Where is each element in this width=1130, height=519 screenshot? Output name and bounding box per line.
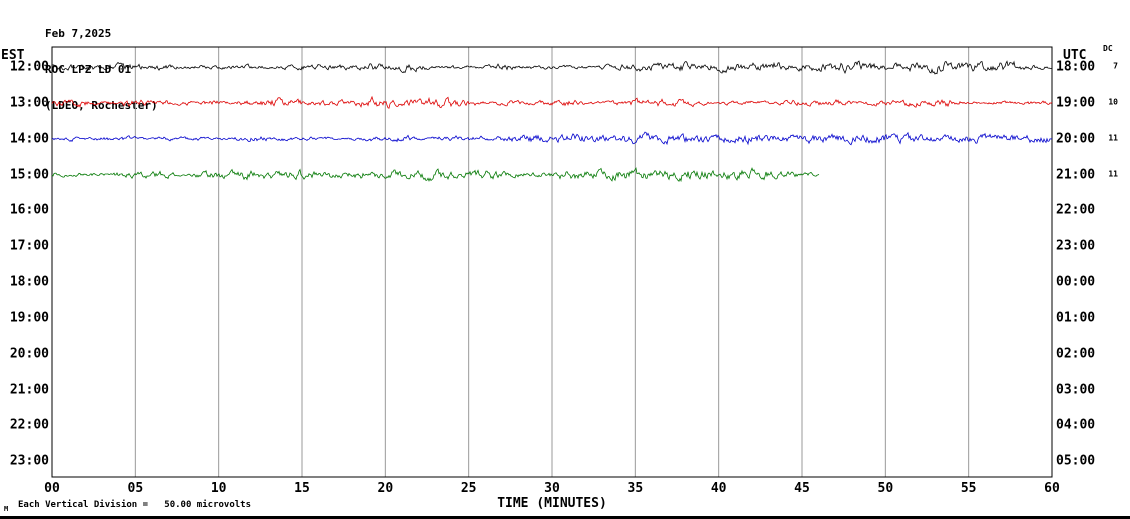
utc-time-label-2200: 22:00 [1056,202,1096,218]
header-block: Feb 7,2025 ROC LPZ LD 01 (LDEO, Rocheste… [45,4,158,136]
est-time-label-2000: 20:00 [9,346,49,362]
scale-mark: M [4,505,9,513]
x-tick-label-05: 05 [127,481,144,496]
est-time-label-1200: 12:00 [9,59,49,75]
utc-time-label-1900: 19:00 [1056,95,1096,111]
x-tick-label-00: 00 [44,481,60,496]
x-tick-label-20: 20 [377,481,394,496]
est-time-label-1300: 13:00 [9,95,49,111]
x-tick-label-10: 10 [210,481,227,496]
header-date: Feb 7,2025 [45,27,112,40]
x-tick-label-15: 15 [294,481,310,496]
dc-value-row-2: 11 [1108,133,1118,143]
est-time-label-1900: 19:00 [9,310,49,326]
est-time-label-2100: 21:00 [9,382,49,398]
est-time-label-1400: 14:00 [9,131,49,147]
utc-time-label-0300: 03:00 [1056,382,1096,398]
x-tick-label-55: 55 [960,481,977,496]
x-tick-label-30: 30 [544,481,560,496]
est-time-label-1700: 17:00 [9,238,49,254]
seismic-trace-1400 [51,131,1053,146]
x-tick-label-50: 50 [877,481,894,496]
x-tick-label-40: 40 [710,481,727,496]
utc-time-label-0000: 00:00 [1056,274,1096,290]
est-time-label-1600: 16:00 [9,202,49,218]
utc-time-label-0500: 05:00 [1056,453,1096,469]
x-tick-label-25: 25 [460,481,477,496]
dc-column-header: DC [1103,44,1113,53]
est-time-label-2200: 22:00 [9,417,49,433]
bottom-border-bar [0,516,1130,519]
utc-time-label-2300: 23:00 [1056,238,1096,254]
x-tick-label-45: 45 [794,481,810,496]
x-axis-title: TIME (MINUTES) [497,496,607,511]
utc-time-label-0100: 01:00 [1056,310,1096,326]
dc-value-row-0: 7 [1113,61,1118,71]
dc-value-row-3: 11 [1108,169,1118,179]
vertical-scale-note: Each Vertical Division = 50.00 microvolt… [18,500,251,510]
left-timezone-label: EST [1,48,25,63]
plot-border [51,46,1053,478]
seismic-trace-1500 [51,167,820,183]
dc-value-row-1: 10 [1108,97,1118,107]
x-tick-label-35: 35 [627,481,644,496]
right-timezone-label: UTC [1063,48,1087,63]
est-time-label-2300: 23:00 [9,453,49,469]
est-time-label-1800: 18:00 [9,274,49,290]
utc-time-label-2000: 20:00 [1056,131,1096,147]
utc-time-label-0400: 04:00 [1056,417,1096,433]
seismic-trace-1300 [51,95,1053,109]
header-station-id: ROC LPZ LD 01 [45,63,132,76]
utc-time-label-1800: 18:00 [1056,59,1096,75]
est-time-label-1500: 15:00 [9,167,49,183]
utc-time-label-0200: 02:00 [1056,346,1096,362]
x-tick-label-60: 60 [1044,481,1060,496]
seismic-trace-1200 [51,60,1053,75]
utc-time-label-2100: 21:00 [1056,167,1096,183]
